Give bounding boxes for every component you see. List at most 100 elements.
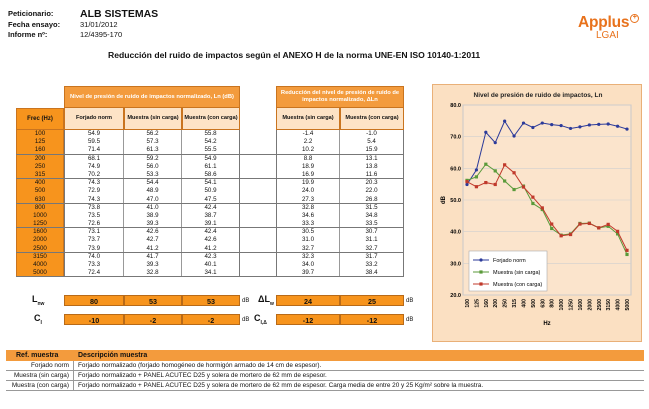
x-tick-label: 3150	[606, 299, 612, 311]
table-row: 500 72.9 48.9 50.9 24.0 22.0	[16, 187, 404, 196]
data-point	[512, 187, 516, 192]
forjado-cell: 73.7	[64, 236, 124, 245]
forjado-cell: 72.4	[64, 269, 124, 277]
data-point	[587, 123, 591, 127]
sin-cell: 57.3	[124, 138, 182, 147]
spacer	[240, 155, 276, 163]
table-row: 1600 73.1 42.6 42.4 30.5 30.7	[16, 228, 404, 237]
sin-cell: 39.3	[124, 220, 182, 228]
data-point	[465, 182, 469, 187]
x-tick-label: 5000	[625, 299, 631, 311]
forjado-cell: 73.5	[64, 211, 124, 221]
data-point	[615, 124, 620, 128]
legend-label: Forjado norm	[493, 258, 526, 264]
sin-cell: 42.6	[124, 228, 182, 237]
cid-unit: dB	[406, 317, 414, 323]
y-axis-label: dB	[441, 195, 447, 204]
petitioner-label: Peticionario:	[8, 9, 54, 18]
chart-title: Nivel de presión de ruido de impactos, L…	[474, 92, 603, 99]
delta-sin-cell: 39.7	[276, 269, 340, 277]
x-tick-label: 250	[503, 299, 509, 308]
data-point	[606, 224, 610, 228]
con-cell: 40.1	[182, 261, 240, 270]
forjado-cell: 59.5	[64, 138, 124, 147]
delta-sin-cell: 16.9	[276, 170, 340, 179]
legend-label: Muestra (con carga)	[493, 282, 542, 288]
legend-marker	[479, 270, 483, 274]
forjado-cell: 73.3	[64, 261, 124, 270]
data-point	[540, 121, 544, 125]
spacer	[240, 138, 276, 146]
legend-marker	[479, 258, 483, 262]
data-point	[493, 182, 497, 187]
table-row: 1250 72.6 39.3 39.1 33.3 33.5	[16, 220, 404, 229]
ci-con: -2	[182, 314, 240, 325]
ref-col-header: Ref. muestra	[16, 352, 59, 359]
desc-cell: Forjado normalizado + PANEL ACUTEC D25 y…	[78, 372, 327, 379]
con-cell: 42.4	[182, 203, 240, 212]
data-point	[550, 226, 554, 231]
forjado-cell: 73.8	[64, 203, 124, 212]
data-point	[568, 126, 573, 131]
data-point	[484, 130, 488, 134]
delta-con-cell: 30.7	[340, 228, 404, 237]
y-tick-label: 20.0	[450, 293, 461, 299]
data-point	[503, 179, 507, 183]
dlw-unit: dB	[406, 298, 414, 304]
data-point	[625, 127, 629, 131]
dlw-sin: 24	[276, 295, 340, 306]
sin-cell: 32.8	[124, 269, 182, 277]
delta-sin-cell: 24.0	[276, 187, 340, 196]
con-cell: 54.2	[182, 138, 240, 147]
description-rows: Forjado norm Forjado normalizado (forjado…	[6, 361, 644, 391]
con-cell: 42.4	[182, 228, 240, 237]
sin-cell: 41.2	[124, 244, 182, 252]
data-point	[531, 125, 535, 130]
legend-label: Muestra (sin carga)	[493, 270, 541, 276]
data-point	[550, 123, 554, 127]
data-point	[474, 168, 479, 172]
x-tick-label: 800	[550, 299, 556, 308]
x-tick-label: 1250	[569, 299, 575, 311]
table-row: 100 54.9 56.2 55.8 -1.4 -1.0	[16, 130, 404, 139]
x-tick-label: 400	[521, 299, 527, 308]
x-tick-label: 100	[465, 299, 471, 308]
x-tick-label: 2500	[597, 299, 603, 311]
sin-cell: 41.0	[124, 203, 182, 212]
spacer	[240, 269, 276, 276]
delta-con-cell: 38.4	[340, 269, 404, 277]
spacer	[240, 196, 276, 203]
freq-cell: 125	[16, 138, 64, 147]
data-point	[503, 163, 507, 167]
spacer	[240, 236, 276, 244]
report-value: 12/4395-170	[80, 30, 123, 39]
col-con-header: Muestra (con carga)	[182, 108, 240, 130]
delta-sin-cell: -1.4	[276, 130, 340, 139]
data-point	[484, 180, 488, 185]
lnw-forjado: 80	[64, 295, 124, 306]
x-tick-label: 630	[540, 299, 546, 308]
con-cell: 61.1	[182, 162, 240, 171]
ci-forjado: -10	[64, 314, 124, 325]
delta-con-cell: 20.3	[340, 179, 404, 188]
ln-chart: Nivel de presión de ruido de impactos, L…	[441, 92, 632, 327]
forjado-cell: 74.0	[64, 252, 124, 261]
freq-cell: 3150	[16, 252, 64, 261]
desc-cell: Forjado normalizado + PANEL ACUTEC D25 y…	[78, 382, 484, 389]
table-row: 125 59.5 57.3 54.2 2.2 5.4	[16, 138, 404, 147]
sin-cell: 41.7	[124, 252, 182, 261]
spacer	[240, 187, 276, 195]
con-cell: 42.6	[182, 236, 240, 245]
delta-sin-cell: 19.9	[276, 179, 340, 188]
page-title: Reducción del ruido de impactos según el…	[108, 50, 481, 60]
freq-cell: 630	[16, 195, 64, 203]
delta-con-cell: 13.1	[340, 154, 404, 163]
logo-brand: Applus	[578, 14, 630, 31]
data-point	[597, 226, 601, 230]
data-point	[606, 122, 610, 126]
data-point	[559, 234, 563, 238]
legend-marker	[479, 282, 483, 286]
forjado-cell: 72.9	[64, 187, 124, 196]
x-axis-label: Hz	[543, 321, 550, 327]
data-point	[550, 222, 554, 226]
